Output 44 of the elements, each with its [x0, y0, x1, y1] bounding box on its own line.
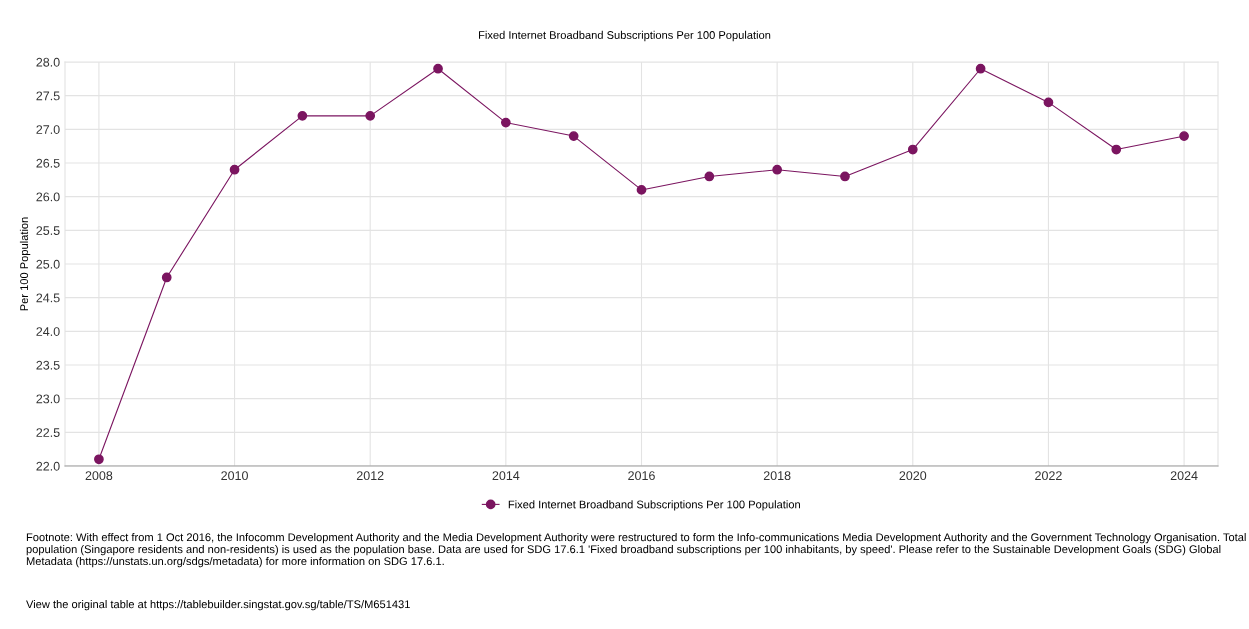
y-tick-label: 25.5	[36, 226, 60, 235]
point	[229, 164, 240, 175]
point	[433, 63, 443, 74]
y-tick-label: 23.5	[36, 360, 60, 370]
x-tick-label: 2018	[763, 471, 791, 481]
x-tick-label: 2012	[356, 471, 384, 481]
x-tick-label: 2024	[1170, 471, 1198, 481]
chart-title: Fixed Internet Broadband Subscriptions Per 100 Population	[479, 30, 771, 42]
point	[772, 164, 783, 175]
y-axis-title: Per 100 Population	[19, 217, 31, 311]
point	[365, 111, 376, 121]
point	[1111, 144, 1122, 155]
point	[636, 185, 647, 195]
x-tick-label: 2020	[899, 471, 927, 481]
point	[907, 144, 918, 155]
y-tick-label: 26.5	[36, 158, 60, 168]
point	[94, 454, 104, 465]
y-tick-label: 24.5	[36, 293, 60, 303]
text: Footnote: With effect from 1 Oct 2016, the Infocomm Development Authority and the Media Development Authority were restructured to form the Info-communications Media Development Authority and the Government Technology Organisation. Total population (Singapore residents and non-residents) is used as the population base. Data are used for SDG 17.6.1 'Fixed broadband subscriptions per 100 inhabitants, by speed'. Please refer to the Sustainable Development Goals (SDG) Global Metadata (https://unstats.un.org/sdgs/metadata) for more information on SDG 17.6.1.	[26, 533, 1246, 568]
x-tick-label: 2010	[221, 471, 248, 481]
point	[1179, 131, 1189, 141]
y-tick-label: 24.0	[36, 327, 60, 336]
x-tick-label: 2008	[85, 471, 113, 481]
legend-label: Fixed Internet Broadband Subscriptions Per 100 Population	[508, 500, 800, 511]
x-tick-label: 2014	[492, 471, 520, 481]
y-tick-label: 22.5	[36, 428, 60, 437]
point	[704, 171, 715, 182]
y-tick-label: 27.5	[36, 91, 60, 101]
y-tick-label: 26.0	[36, 192, 60, 202]
point	[161, 272, 172, 283]
point	[975, 63, 986, 74]
x-tick-label: 2022	[1035, 471, 1062, 481]
point	[568, 131, 579, 141]
y-tick-label: 23.0	[36, 394, 60, 404]
x-tick-label: 2016	[628, 471, 655, 481]
y-tick-label: 25.0	[36, 259, 60, 269]
point	[500, 117, 511, 128]
y-tick-label: 27.0	[36, 125, 60, 134]
text: View the original table at https://tablebuilder.singstat.gov.sg/table/TS/M651431	[26, 600, 410, 611]
point	[1043, 97, 1054, 108]
y-tick-label: 28.0	[36, 57, 60, 67]
point	[297, 111, 308, 121]
y-tick-label: 22.0	[36, 461, 60, 471]
point	[840, 171, 850, 182]
